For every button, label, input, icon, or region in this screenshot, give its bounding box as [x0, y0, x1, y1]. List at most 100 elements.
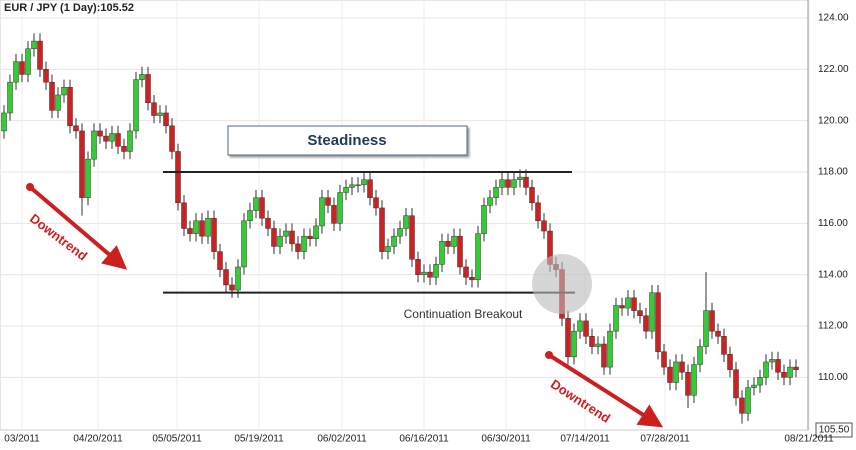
candle-body — [661, 351, 667, 368]
candle-body — [733, 369, 739, 399]
candle-body — [271, 228, 277, 247]
candle-body — [205, 217, 211, 237]
candle-body — [499, 179, 505, 188]
candle-body — [601, 343, 607, 368]
candle-body — [391, 235, 397, 247]
candle-body — [721, 336, 727, 355]
y-tick-label: 116.00 — [818, 218, 848, 229]
candle-body — [727, 354, 733, 370]
candle-body — [25, 48, 31, 75]
candle-body — [19, 61, 25, 75]
candle-body — [289, 230, 295, 245]
candle-body — [211, 217, 217, 252]
candle-body — [685, 371, 691, 396]
candle-body — [703, 310, 709, 347]
candle-body — [331, 205, 337, 224]
y-tick-label: 118.00 — [818, 167, 848, 178]
candle-body — [709, 310, 715, 332]
candle-body — [463, 266, 469, 278]
candle-body — [97, 130, 103, 137]
candle-body — [505, 179, 511, 188]
candle-body — [517, 176, 523, 180]
x-tick-label: 08/21/2011 — [784, 434, 834, 445]
candle-body — [697, 346, 703, 365]
candle-body — [133, 79, 139, 132]
candle-body — [43, 69, 49, 83]
candle-body — [613, 305, 619, 332]
candle-body — [253, 197, 259, 211]
candle-body — [607, 330, 613, 368]
candle-body — [529, 187, 535, 204]
candle-body — [367, 179, 373, 198]
candle-body — [283, 230, 289, 237]
x-tick-label: 05/19/2011 — [234, 434, 284, 445]
candle-body — [583, 320, 589, 337]
candle-body — [769, 359, 775, 363]
x-tick-label: 03/2011 — [4, 434, 40, 445]
candle-body — [79, 130, 85, 198]
candle-body — [451, 235, 457, 247]
candle-body — [751, 384, 757, 388]
x-tick-label: 06/02/2011 — [317, 434, 367, 445]
candle-body — [667, 366, 673, 383]
candle-body — [157, 112, 163, 116]
candle-body — [487, 197, 493, 206]
candle-body — [325, 197, 331, 206]
candle-body — [163, 112, 169, 127]
downtrend-arrow — [28, 185, 128, 270]
candle-body — [259, 197, 265, 219]
candle-body — [439, 241, 445, 265]
x-tick-label: 06/16/2011 — [399, 434, 449, 445]
x-tick-label: 05/05/2011 — [152, 434, 202, 445]
candle-body — [763, 361, 769, 378]
candle-body — [1, 112, 7, 132]
x-tick-label: 07/14/2011 — [560, 434, 610, 445]
breakout-label: Continuation Breakout — [404, 307, 523, 321]
steadiness-box — [227, 125, 468, 156]
candle-body — [691, 364, 697, 396]
price-tag — [815, 422, 853, 438]
candle-body — [757, 377, 763, 386]
candle-body — [739, 397, 745, 414]
candle-body — [103, 135, 109, 142]
candle-body — [469, 277, 475, 281]
candle-body — [235, 266, 241, 291]
last-price: 105.50 — [819, 425, 850, 436]
candle-body — [475, 233, 481, 281]
candle-body — [571, 330, 577, 358]
candle-body — [61, 87, 67, 96]
x-tick-label: 06/30/2011 — [481, 434, 531, 445]
candle-body — [199, 220, 205, 237]
candle-body — [67, 87, 73, 127]
y-tick-label: 122.00 — [818, 64, 849, 75]
candle-body — [775, 359, 781, 373]
candle-body — [385, 246, 391, 252]
candle-body — [631, 297, 637, 311]
candle-body — [595, 343, 601, 347]
candle-body — [745, 387, 751, 414]
candle-body — [679, 361, 685, 373]
candle-body — [229, 284, 235, 291]
candle-body — [7, 81, 13, 114]
candle-body — [193, 220, 199, 234]
y-tick-label: 112.00 — [818, 321, 848, 332]
candle-body — [343, 187, 349, 193]
candle-body — [139, 74, 145, 80]
candle-body — [577, 320, 583, 332]
candle-body — [457, 235, 463, 268]
y-tick-label: 120.00 — [818, 115, 849, 126]
candle-body — [313, 225, 319, 239]
candle-body — [781, 371, 787, 378]
candle-body — [55, 94, 61, 111]
candle-body — [637, 310, 643, 317]
y-tick-label: 124.00 — [818, 13, 849, 24]
candle-body — [403, 215, 409, 229]
candle-body — [223, 269, 229, 286]
candle-body — [493, 187, 499, 198]
candle-body — [793, 366, 799, 370]
candle-body — [673, 361, 679, 383]
candle-body — [241, 220, 247, 268]
x-tick-label: 04/20/2011 — [73, 434, 123, 445]
candle-body — [361, 179, 367, 186]
candle-body — [31, 40, 37, 50]
